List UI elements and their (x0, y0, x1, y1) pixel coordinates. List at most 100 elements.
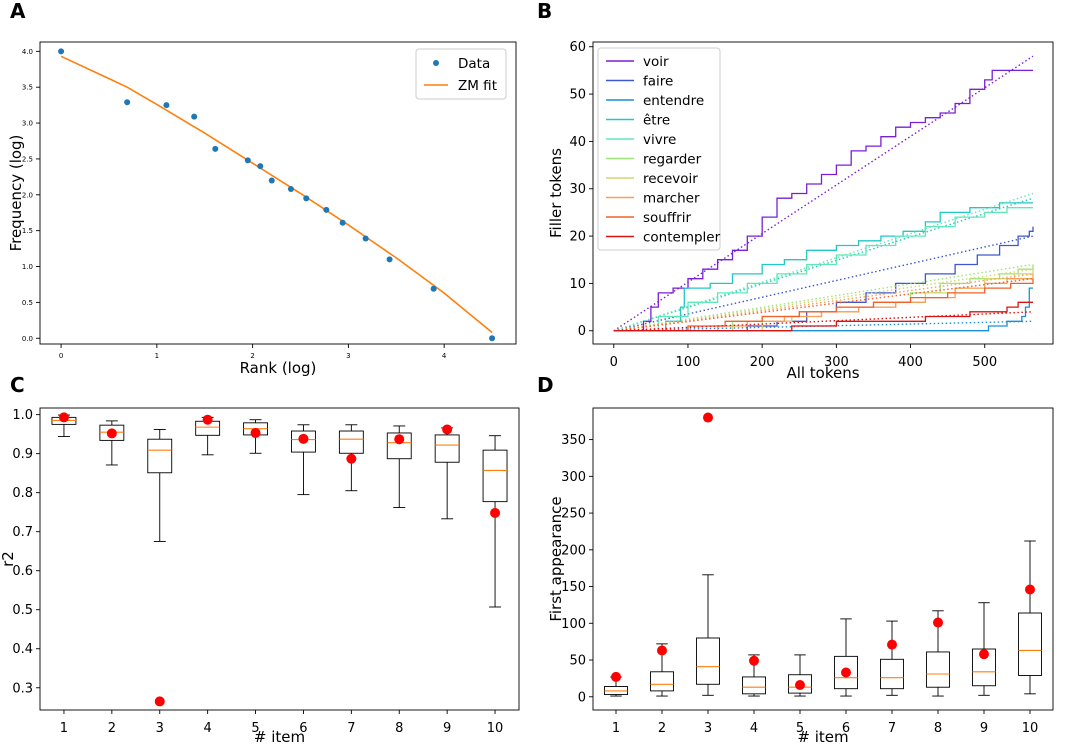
box-item-1 (604, 676, 628, 697)
x-tick-label: 2 (658, 721, 666, 736)
y-tick-label: 10 (569, 277, 586, 292)
red-point-item-5 (250, 427, 261, 438)
box-item-10 (482, 435, 508, 608)
x-tick-label: 1 (612, 721, 620, 736)
x-tick-label: 4 (204, 721, 212, 736)
red-point-item-3 (154, 696, 165, 707)
legend-box (597, 47, 721, 251)
y-tick-label: 20 (569, 230, 586, 245)
x-tick-label: 3 (346, 352, 350, 360)
iqr-box (696, 637, 720, 685)
y-tick-label: 30 (569, 182, 586, 197)
y-tick-label: 100 (561, 617, 586, 632)
x-tick-label: 300 (824, 355, 849, 370)
y-tick-label: 0.6 (12, 564, 33, 579)
iqr-box (291, 430, 316, 453)
trend-line-marcher (613, 273, 1034, 332)
x-tick-label: 5 (796, 721, 804, 736)
x-tick-label: 8 (934, 721, 942, 736)
red-point-item-2 (657, 645, 667, 656)
panel-b-filler-growth-chart: 0 100 200 300 400 500 0 10 20 30 40 50 60 All tokens F… (547, 40, 1054, 382)
x-tick-label: 0 (610, 355, 618, 370)
iqr-box (99, 424, 125, 441)
x-axis-label: # item (797, 728, 848, 745)
legend-label-recevoir: recevoir (643, 171, 698, 187)
x-tick-label: 10 (487, 721, 504, 736)
y-tick-label: 0 (578, 690, 586, 705)
y-axis-label: Filler tokens (547, 148, 565, 238)
red-point-item-5 (795, 680, 805, 691)
trend-line-être (613, 197, 1034, 332)
legend-label-regarder: regarder (643, 152, 702, 168)
legend-label-vivre: vivre (643, 132, 676, 148)
red-point-item-6 (298, 433, 309, 444)
y-tick-label: 1.0 (22, 263, 33, 271)
red-point-item-3 (703, 412, 713, 423)
x-tick-label: 0 (59, 352, 63, 360)
trend-line-vivre (613, 192, 1034, 332)
trend-line-recevoir (613, 268, 1034, 332)
red-point-item-4 (749, 655, 759, 666)
y-tick-label: 0.0 (22, 335, 33, 343)
x-tick-label: 6 (842, 721, 850, 736)
y-tick-label: 50 (569, 88, 586, 103)
legend-label-être: être (643, 113, 670, 129)
box-item-8 (386, 425, 412, 508)
x-tick-label: 10 (1022, 721, 1039, 736)
x-tick-label: 4 (750, 721, 758, 736)
x-tick-label: 4 (442, 352, 447, 360)
data-point (212, 145, 219, 152)
trend-line-regarder (613, 263, 1034, 332)
data-point (323, 206, 330, 213)
iqr-box (1018, 612, 1042, 676)
plot-frame (592, 407, 1054, 711)
y-tick-label: 0.9 (12, 447, 33, 462)
red-point-item-6 (841, 667, 851, 678)
panel-label-c: C (10, 373, 25, 397)
iqr-box (482, 449, 508, 503)
red-point-item-4 (202, 414, 213, 425)
legend-label-marcher: marcher (643, 191, 700, 207)
x-tick-label: 2 (108, 721, 116, 736)
y-tick-label: 0.3 (12, 681, 33, 696)
iqr-box (434, 434, 460, 463)
y-tick-label: 0.8 (12, 486, 33, 501)
y-tick-label: 150 (561, 580, 586, 595)
x-tick-label: 1 (60, 721, 68, 736)
y-tick-label: 350 (561, 433, 586, 448)
legend-label-entendre: entendre (643, 93, 704, 109)
x-tick-label: 9 (980, 721, 988, 736)
x-tick-label: 6 (299, 721, 307, 736)
iqr-box (972, 648, 996, 687)
data-point (257, 163, 264, 170)
y-tick-label: 60 (569, 40, 586, 55)
red-point-item-9 (442, 424, 453, 435)
data-point (124, 99, 131, 106)
x-tick-label: 1 (155, 352, 159, 360)
data-point (268, 177, 275, 184)
data-point (303, 195, 310, 202)
x-tick-label: 7 (347, 721, 355, 736)
y-axis-label: r2 (0, 551, 17, 567)
zm-fit-line (60, 55, 493, 334)
box-item-10 (1018, 540, 1042, 695)
red-point-item-8 (394, 434, 405, 445)
y-tick-label: 0.4 (12, 642, 33, 657)
x-tick-label: 5 (251, 721, 259, 736)
iqr-box (386, 432, 412, 460)
box-item-7 (880, 620, 904, 696)
x-tick-label: 2 (250, 352, 254, 360)
x-axis-label: # item (254, 728, 305, 745)
iqr-box (338, 430, 364, 454)
y-tick-label: 50 (569, 654, 586, 669)
y-tick-label: 4.0 (22, 48, 33, 56)
series-line-vivre (613, 207, 1033, 332)
x-tick-label: 200 (750, 355, 775, 370)
data-point (191, 113, 198, 120)
iqr-box (147, 438, 173, 474)
series-line-contempler (613, 301, 1033, 332)
data-point (386, 256, 393, 263)
red-point-item-8 (933, 617, 943, 628)
data-point (430, 285, 437, 292)
